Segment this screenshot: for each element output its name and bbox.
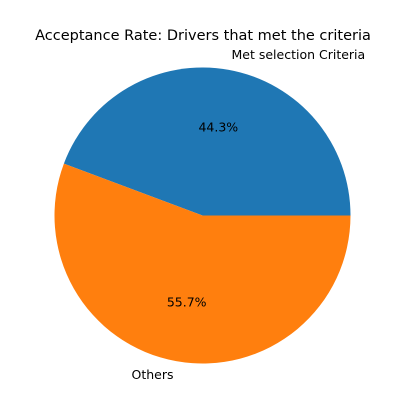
pie-labels: Met selection Criteria 44.3% Others 55.7%: [131, 47, 365, 382]
pie-label-0: Met selection Criteria: [231, 47, 365, 62]
pie-pct-label-0: 44.3%: [198, 120, 238, 135]
pie-label-1: Others: [131, 367, 173, 382]
pie-slice-1: [54, 163, 351, 364]
pie-pct-label-1: 55.7%: [167, 294, 207, 309]
pie-slices: [54, 67, 351, 364]
chart-title: Acceptance Rate: Drivers that met the cr…: [35, 28, 371, 44]
pie-slice-0: [63, 67, 351, 216]
